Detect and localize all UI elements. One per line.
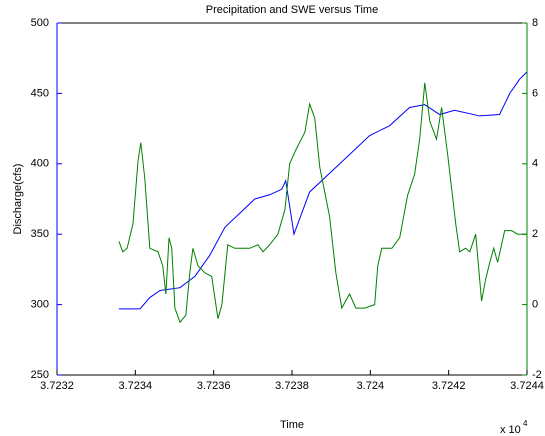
x-tick-label: 3.724 <box>357 380 385 392</box>
x-tick-label: 3.7234 <box>119 380 153 392</box>
y2-tick-label: -2 <box>532 369 542 381</box>
data-line <box>118 82 527 324</box>
x-exponent: 4 <box>523 419 528 428</box>
x-multiplier: x 10 <box>500 424 521 436</box>
x-tick-label: 3.7236 <box>197 380 231 392</box>
y-tick-label: 300 <box>31 299 49 311</box>
chart-title: Precipitation and SWE versus Time <box>206 4 378 16</box>
x-tick-label: 3.7242 <box>432 380 466 392</box>
data-line <box>118 71 527 310</box>
y-tick-label: 450 <box>31 87 49 99</box>
y-tick-label: 500 <box>31 17 49 29</box>
x-tick-label: 3.7244 <box>510 380 544 392</box>
y-tick-label: 400 <box>31 158 49 170</box>
x-tick-label: 3.7238 <box>275 380 309 392</box>
y-tick-label: 250 <box>31 369 49 381</box>
y2-tick-label: 2 <box>532 228 538 240</box>
x-tick-label: 3.7232 <box>40 380 74 392</box>
y2-tick-label: 6 <box>532 87 538 99</box>
y-axis-label: Discharge(cfs) <box>12 164 24 235</box>
y-tick-label: 350 <box>31 228 49 240</box>
y2-tick-label: 8 <box>532 17 538 29</box>
y2-tick-label: 0 <box>532 299 538 311</box>
y2-tick-label: 4 <box>532 158 538 170</box>
x-axis-label: Time <box>280 419 304 431</box>
